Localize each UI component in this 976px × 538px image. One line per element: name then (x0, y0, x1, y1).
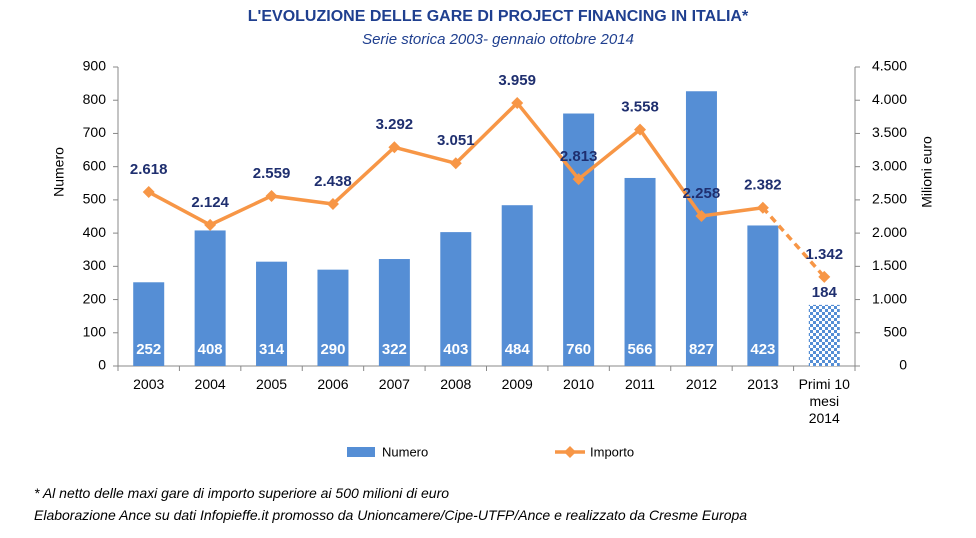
legend-marker (564, 446, 576, 458)
line-label: 3.558 (621, 99, 659, 116)
x-tick-label: Primi 10 mesi 2014 (798, 376, 850, 426)
marker (818, 270, 831, 283)
line-label: 2.382 (744, 177, 782, 194)
marker (695, 209, 708, 222)
marker (142, 186, 155, 199)
bar-label: 760 (566, 341, 591, 358)
x-tick-label: 2013 (747, 376, 779, 392)
legend-label: Importo (590, 444, 634, 459)
y-tick-label: 100 (83, 323, 107, 339)
line-label: 2.618 (130, 161, 168, 178)
y-tick-label: 500 (83, 191, 107, 207)
x-tick-label: 2011 (624, 376, 656, 392)
chart-subtitle: Serie storica 2003- gennaio ottobre 2014 (362, 31, 634, 48)
x-tick-label: 2004 (194, 376, 226, 392)
y-tick-label: 300 (83, 257, 107, 273)
y2-tick-label: 2.500 (872, 191, 907, 207)
marker (572, 173, 585, 186)
marker (388, 141, 401, 154)
line-label: 3.959 (498, 72, 536, 89)
legend-swatch (347, 447, 375, 457)
y2-tick-label: 3.000 (872, 157, 907, 173)
bar (624, 177, 656, 366)
line-label: 1.342 (806, 246, 844, 263)
line-label: 2.258 (683, 185, 721, 202)
x-tick-label: 2009 (501, 376, 533, 392)
y2-tick-label: 4.000 (872, 91, 907, 107)
bar-label: 827 (689, 341, 714, 358)
bar-label: 290 (320, 341, 345, 358)
footnote: * Al netto delle maxi gare di importo su… (34, 485, 450, 501)
bar (133, 282, 165, 366)
marker (634, 123, 647, 136)
y2-tick-label: 1.500 (872, 257, 907, 273)
x-tick-label: 2008 (440, 376, 472, 392)
y-tick-label: 700 (83, 124, 107, 140)
y-tick-label: 900 (83, 58, 107, 74)
bar-label: 322 (382, 341, 407, 358)
bar-label: 408 (198, 341, 223, 358)
bar (808, 304, 840, 366)
bar (256, 261, 288, 366)
y2-axis-label: Milioni euro (919, 136, 935, 208)
bar-label: 252 (136, 341, 161, 358)
y-axis-label: Numero (51, 147, 67, 197)
marker (756, 201, 769, 214)
bar-label: 314 (259, 341, 285, 358)
x-tick-label: 2005 (255, 376, 288, 392)
y2-tick-label: 500 (884, 323, 908, 339)
line-label: 2.438 (314, 173, 352, 190)
legend-label: Numero (382, 444, 428, 459)
y2-tick-label: 1.000 (872, 290, 907, 306)
y-tick-label: 800 (83, 91, 107, 107)
marker (204, 218, 217, 231)
bar-label: 403 (443, 341, 468, 358)
line-label: 3.051 (437, 132, 475, 149)
x-tick-label: 2012 (685, 376, 718, 392)
marker (449, 157, 462, 170)
line-dashed (761, 206, 826, 278)
source-note: Elaborazione Ance su dati Infopieffe.it … (34, 507, 748, 523)
bar-label: 184 (812, 284, 838, 301)
bar (563, 113, 595, 366)
x-tick-label: 2003 (133, 376, 165, 392)
y2-tick-label: 4.500 (872, 58, 907, 74)
y-tick-label: 400 (83, 224, 107, 240)
bar (317, 269, 349, 366)
x-tick-label: 2007 (378, 376, 410, 392)
line-label: 2.813 (560, 148, 598, 165)
line-label: 2.124 (191, 194, 229, 211)
y-tick-label: 600 (83, 157, 107, 173)
y2-tick-label: 3.500 (872, 124, 907, 140)
y-tick-label: 0 (98, 357, 106, 373)
y-tick-label: 200 (83, 290, 107, 306)
y2-tick-label: 2.000 (872, 224, 907, 240)
line-label: 2.559 (253, 165, 291, 182)
marker (265, 189, 278, 202)
bar-label: 566 (628, 341, 653, 358)
marker (326, 198, 339, 211)
line-label: 3.292 (376, 116, 414, 133)
marker (511, 96, 524, 109)
y2-tick-label: 0 (899, 357, 907, 373)
bar (685, 91, 717, 366)
bar (378, 259, 410, 366)
bar-label: 484 (505, 341, 531, 358)
x-tick-label: 2010 (563, 376, 595, 392)
chart-title: L'EVOLUZIONE DELLE GARE DI PROJECT FINAN… (248, 8, 749, 25)
bar-label: 423 (750, 341, 775, 358)
bar (501, 205, 533, 366)
x-tick-label: 2006 (317, 376, 349, 392)
bar (747, 225, 779, 366)
bar (194, 230, 226, 366)
bar (440, 232, 472, 366)
